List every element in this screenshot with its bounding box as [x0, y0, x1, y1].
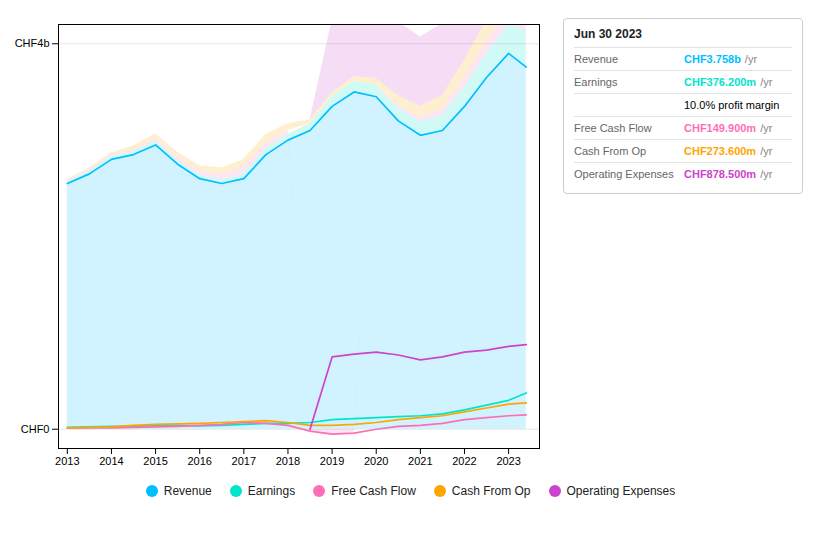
html-text:Free Cash Flow: Free Cash Flow: [574, 122, 652, 134]
svg-text:2013: 2013: [55, 455, 79, 467]
html-text:Earnings: Earnings: [247, 484, 296, 498]
svg-text:2019: 2019: [320, 455, 344, 467]
html-text:Revenue: Revenue: [163, 484, 212, 498]
svg-text:2014: 2014: [99, 455, 123, 467]
html-text:CHF149.900m /yr: CHF149.900m /yr: [684, 122, 773, 134]
html-text:Free Cash Flow: Free Cash Flow: [331, 484, 416, 498]
html-text:CHF878.500m /yr: CHF878.500m /yr: [684, 168, 773, 180]
svg-text:CHF0: CHF0: [21, 423, 50, 435]
html-text:CHF376.200m /yr: CHF376.200m /yr: [684, 76, 773, 88]
svg-text:2016: 2016: [187, 455, 211, 467]
svg-text:2017: 2017: [232, 455, 256, 467]
html-text:Revenue: Revenue: [574, 53, 618, 65]
svg-text:2018: 2018: [276, 455, 300, 467]
html-text:CHF273.600m /yr: CHF273.600m /yr: [684, 145, 773, 157]
html-text:Earnings: Earnings: [574, 76, 618, 88]
html-text:Operating Expenses: Operating Expenses: [566, 484, 676, 498]
html-text:10.0% profit margin: 10.0% profit margin: [684, 99, 780, 111]
html-text:CHF3.758b /yr: CHF3.758b /yr: [684, 53, 758, 65]
html-text:Cash From Op: Cash From Op: [451, 484, 531, 498]
html-text:Cash From Op: Cash From Op: [574, 145, 647, 157]
svg-text:2020: 2020: [364, 455, 388, 467]
svg-text:2021: 2021: [408, 455, 432, 467]
html-text:Jun 30 2023: Jun 30 2023: [574, 27, 642, 41]
svg-text:2022: 2022: [452, 455, 476, 467]
html-text:Operating Expenses: Operating Expenses: [574, 168, 674, 180]
svg-text:2023: 2023: [496, 455, 520, 467]
svg-text:CHF4b: CHF4b: [15, 37, 50, 49]
svg-text:2015: 2015: [143, 455, 167, 467]
